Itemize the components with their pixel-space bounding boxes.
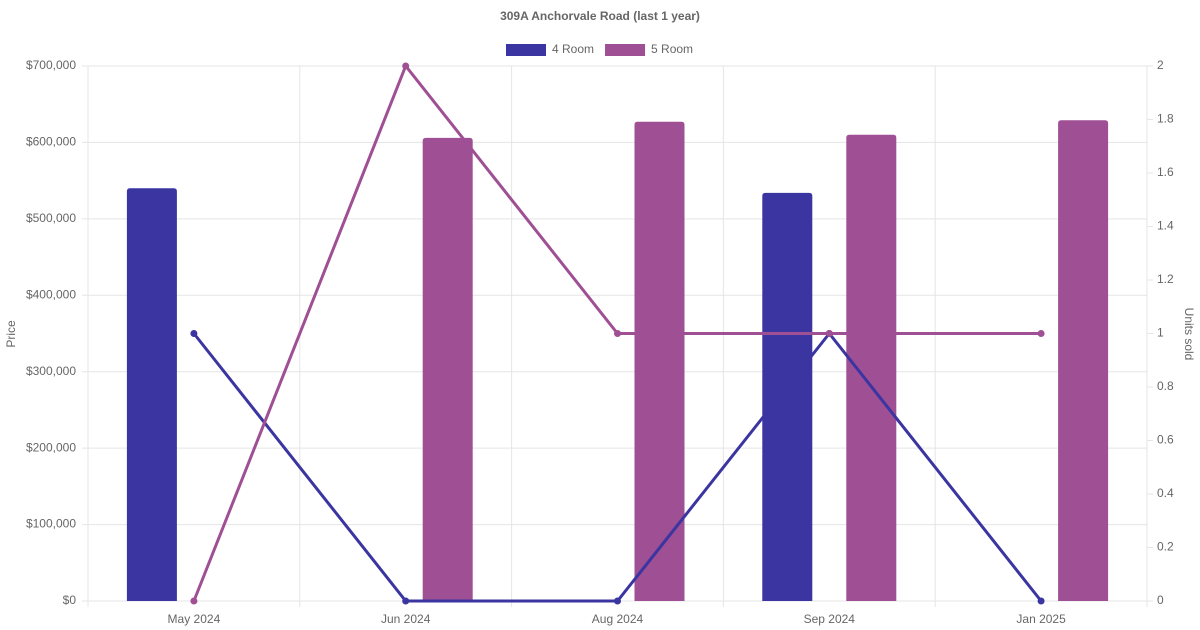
line-point [1037, 597, 1045, 605]
y-tick-label: $200,000 [26, 440, 76, 454]
line-point [614, 597, 621, 605]
bar [1058, 120, 1109, 601]
y2-tick-label: 1.8 [1157, 112, 1174, 126]
y2-tick-label: 1 [1157, 326, 1164, 340]
y2-axis-title: Units sold [1182, 308, 1196, 361]
legend-label: 5 Room [651, 42, 693, 56]
y-tick-label: $100,000 [26, 517, 76, 531]
line-point [1037, 330, 1045, 337]
bar [846, 134, 897, 602]
legend-swatch [605, 44, 646, 56]
x-tick-label: Jun 2024 [381, 612, 431, 626]
bar [762, 192, 813, 601]
legend-swatch [506, 44, 546, 56]
y2-tick-label: 2 [1157, 58, 1164, 72]
y-axis-title: Price [4, 320, 18, 348]
y2-tick-label: 1.6 [1157, 165, 1174, 179]
y2-tick-label: 0.2 [1157, 540, 1174, 554]
line-point [825, 330, 833, 337]
y-tick-label: $500,000 [26, 211, 76, 225]
y-tick-label: $0 [63, 593, 77, 607]
y-tick-label: $300,000 [26, 364, 76, 378]
line [192, 331, 1043, 603]
legend-label: 4 Room [552, 42, 594, 56]
x-tick-label: Jan 2025 [1016, 612, 1066, 626]
y2-tick-label: 1.2 [1157, 272, 1174, 286]
y2-tick-label: 0.4 [1157, 486, 1174, 500]
y2-tick-label: 0.6 [1157, 433, 1174, 447]
x-tick-label: May 2024 [168, 612, 221, 626]
y-tick-label: $400,000 [26, 287, 76, 301]
y2-tick-label: 1.4 [1157, 219, 1174, 233]
line-point [402, 597, 410, 605]
line-point [614, 330, 621, 337]
x-tick-label: Aug 2024 [592, 612, 644, 626]
y2-tick-label: 0 [1157, 593, 1164, 607]
bar [126, 188, 177, 602]
chart-title: 309A Anchorvale Road (last 1 year) [500, 9, 700, 23]
y-tick-label: $700,000 [26, 58, 76, 72]
bar [634, 121, 685, 602]
y2-tick-label: 0.8 [1157, 379, 1174, 393]
line-point [190, 330, 198, 337]
line-point [402, 62, 410, 70]
line-point [190, 597, 198, 605]
bar [422, 137, 473, 602]
x-tick-label: Sep 2024 [804, 612, 856, 626]
y-tick-label: $600,000 [26, 135, 76, 149]
